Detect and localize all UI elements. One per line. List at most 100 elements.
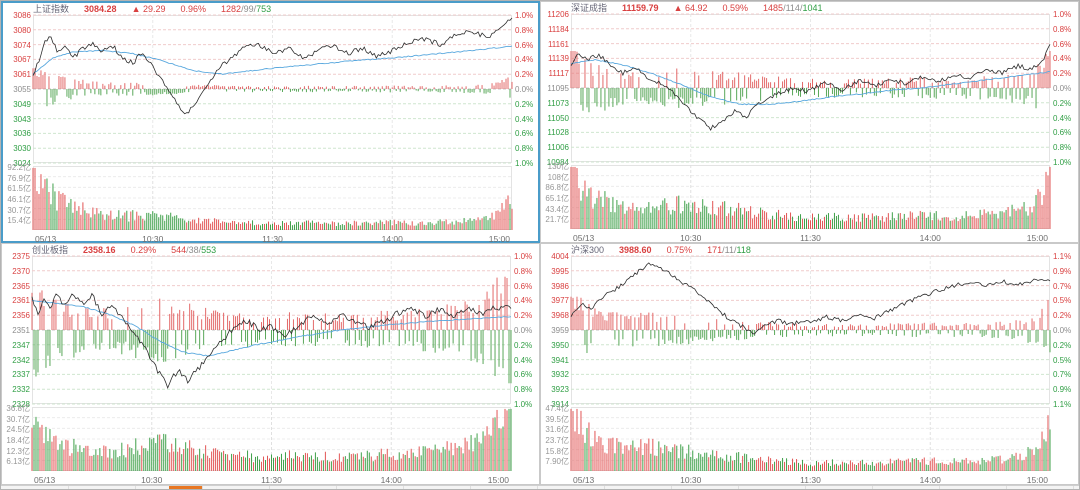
- time-axis-label: 14:00: [919, 475, 941, 485]
- price-axis-label: 3995: [551, 266, 569, 276]
- percent-axis-label: 0.8%: [514, 266, 533, 276]
- index-title: 沪深300: [571, 245, 605, 255]
- percent-axis-label: 0.2%: [1053, 311, 1072, 321]
- time-axis-label: 14:00: [919, 233, 941, 243]
- time-axis-label: 05/13: [573, 233, 595, 243]
- percent-axis-label: 0.2%: [515, 70, 534, 80]
- volume-axis-label: 76.9亿: [7, 173, 31, 183]
- price-axis-label: 3067: [13, 55, 31, 65]
- price-axis-label: 3923: [551, 385, 569, 395]
- time-axis-label: 05/13: [34, 475, 56, 485]
- intraday-chart[interactable]: 4004 1.1% 3995 0.9% 3986 0.7% 3977 0.5% 3968 0.2%…: [541, 244, 1078, 485]
- percent-axis-label: 0.6%: [1053, 128, 1072, 138]
- panel-csi300[interactable]: 沪深300 3988.60 0.75% 171/11/118 4004 1.1% 3…: [540, 243, 1079, 485]
- time-axis-label: 14:00: [381, 234, 403, 244]
- price-axis-label: 3061: [13, 70, 31, 80]
- percent-axis-label: 0.0%: [1053, 84, 1072, 93]
- scrollbar-thumb[interactable]: [169, 486, 203, 489]
- advance-decline-counts: 171/11/118: [707, 244, 751, 256]
- scrollbar-tick: [336, 486, 337, 489]
- percent-axis-label: 1.1%: [1053, 252, 1072, 261]
- volume-axis-label: 108亿: [547, 172, 569, 182]
- decliners-count: 553: [201, 245, 217, 255]
- price-axis-label: 11184: [547, 24, 569, 34]
- percent-axis-label: 0.8%: [514, 385, 533, 395]
- percent-axis-label: 0.2%: [515, 99, 534, 109]
- counts-separator: /: [783, 3, 786, 13]
- percent-axis-label: 1.0%: [1053, 158, 1072, 167]
- volume-axis-label: 23.7亿: [545, 436, 569, 445]
- percent-axis-label: 0.2%: [1053, 98, 1072, 108]
- percent-axis-label: 0.2%: [1053, 340, 1072, 350]
- percent-axis-label: 0.9%: [1053, 266, 1072, 276]
- scrollbar-tick: [1006, 486, 1007, 489]
- price-axis-label: 3959: [551, 326, 569, 335]
- panel-chinext[interactable]: 创业板指 2358.16 0.29% 544/38/553 2375 1.0% 23…: [1, 243, 540, 485]
- price-axis-label: 3986: [551, 281, 569, 291]
- index-title: 深证成指: [571, 3, 608, 13]
- price-axis-label: 3086: [13, 11, 31, 20]
- volume-axis-label: 47.4亿: [545, 404, 569, 413]
- panel-shenzhen-component[interactable]: 深证成指 11159.79 ▲ 64.92 0.59% 1485/114/104…: [540, 1, 1079, 243]
- scrollbar-tick: [135, 486, 136, 489]
- percent-axis-label: 0.6%: [515, 129, 534, 139]
- percent-axis-label: 0.8%: [515, 25, 534, 35]
- index-change-percent: 0.75%: [666, 245, 693, 255]
- percent-axis-label: 0.7%: [1053, 370, 1072, 380]
- panel-header: 上证指数 3084.28 ▲ 29.29 0.96% 1282/99/753: [3, 3, 538, 15]
- price-axis-label: 3932: [551, 370, 569, 380]
- intraday-chart[interactable]: 11206 1.0% 11184 0.8% 11161 0.6% 11139 0.4% 1111…: [541, 2, 1078, 243]
- scrollbar-tick: [537, 486, 538, 489]
- decliners-count: 118: [736, 245, 751, 255]
- time-axis-label: 15:00: [1026, 233, 1048, 243]
- intraday-chart-svg: [570, 13, 1051, 229]
- volume-axis-label: 24.5亿: [6, 425, 30, 435]
- volume-axis-label: 15.8亿: [545, 446, 569, 456]
- price-axis-label: 3049: [13, 99, 31, 109]
- intraday-chart[interactable]: 3086 1.0% 3080 0.8% 3074 0.6% 3067 0.4% 3061 0.2%…: [3, 3, 538, 244]
- price-axis-label: 4004: [551, 252, 569, 261]
- time-axis-label: 15:00: [487, 475, 509, 485]
- price-axis-label: 3941: [551, 355, 569, 365]
- time-axis-label: 11:30: [800, 233, 821, 243]
- advance-decline-counts: 1282/99/753: [221, 3, 271, 15]
- advancers-count: 544: [171, 245, 187, 255]
- time-axis-label: 05/13: [573, 475, 595, 485]
- advancers-count: 1282: [221, 4, 242, 14]
- panel-shanghai-composite[interactable]: 上证指数 3084.28 ▲ 29.29 0.96% 1282/99/753 3…: [1, 1, 540, 244]
- decliners-count: 1041: [802, 3, 823, 13]
- volume-axis-label: 15.4亿: [7, 216, 31, 226]
- scrollbar-tick: [403, 486, 404, 489]
- percent-axis-label: 1.0%: [515, 11, 534, 20]
- percent-axis-label: 0.0%: [514, 326, 533, 335]
- percent-axis-label: 1.0%: [514, 252, 533, 261]
- volume-axis-label: 12.3亿: [6, 446, 30, 456]
- price-axis-label: 3030: [13, 144, 31, 154]
- price-axis-label: 11117: [548, 69, 569, 79]
- scrollbar-tick: [671, 486, 672, 489]
- index-price: 3988.60: [619, 245, 652, 255]
- intraday-chart[interactable]: 2375 1.0% 2370 0.8% 2365 0.6% 2361 0.4% 2356 0.2%…: [2, 244, 539, 485]
- percent-axis-label: 0.2%: [514, 311, 533, 321]
- time-axis-label: 10:30: [141, 475, 163, 485]
- scrollbar-tick: [202, 486, 203, 489]
- counts-separator: /: [241, 4, 244, 14]
- price-axis-label: 2328: [12, 400, 30, 409]
- volume-axis-label: 36.8亿: [6, 404, 30, 413]
- advancers-count: 1485: [763, 3, 784, 13]
- percent-axis-label: 0.5%: [1053, 296, 1072, 306]
- price-axis-label: 2337: [12, 370, 30, 380]
- price-axis-label: 2351: [12, 326, 30, 335]
- index-title: 创业板指: [32, 245, 69, 255]
- price-axis-label: 11161: [547, 39, 569, 49]
- price-axis-label: 3055: [13, 85, 31, 94]
- price-axis-label: 11050: [547, 113, 569, 123]
- time-axis-label: 11:30: [800, 475, 821, 485]
- index-change: ▲ 29.29: [131, 4, 166, 14]
- percent-axis-label: 1.0%: [514, 400, 533, 409]
- scrollbar-tick: [805, 486, 806, 489]
- volume-axis-label: 86.8亿: [545, 183, 569, 193]
- bottom-scrollbar[interactable]: [1, 485, 1079, 489]
